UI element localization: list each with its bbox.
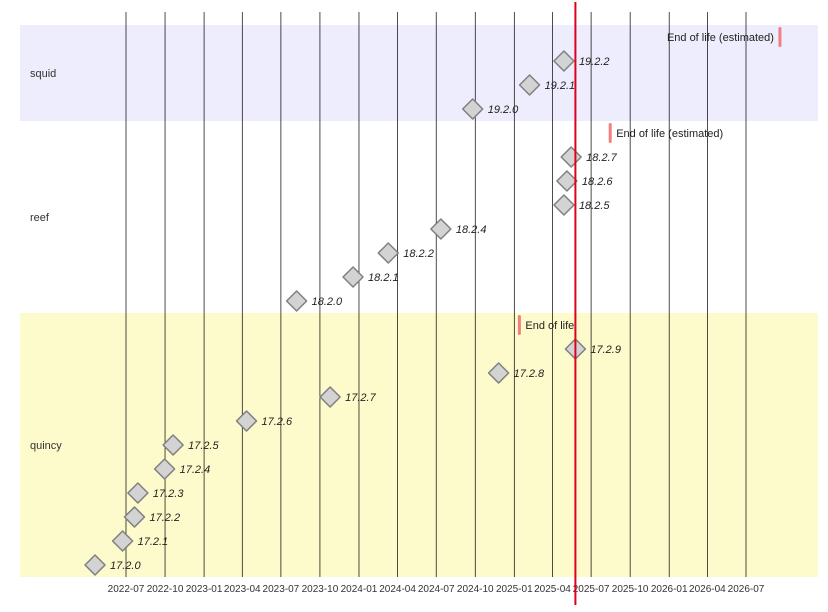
release-label-17-2-6: 17.2.6 bbox=[262, 416, 293, 428]
x-tick-2024-01: 2024-01 bbox=[341, 584, 378, 595]
gridlines bbox=[125, 12, 747, 577]
release-label-17-2-5: 17.2.5 bbox=[188, 440, 219, 452]
release-label-18-2-0: 18.2.0 bbox=[312, 296, 343, 308]
x-tick-labels: 2022-07 2022-10 2023-01 2023-04 2023-07 2023-… bbox=[108, 584, 765, 595]
release-marker-17-2-4 bbox=[153, 458, 176, 480]
x-tick-2026-01: 2026-01 bbox=[651, 584, 688, 595]
eol-label-quincy: End of life bbox=[525, 320, 574, 332]
group-band-reef bbox=[20, 121, 818, 313]
end-of-life-markers: End of life (estimated) End of life (esti… bbox=[517, 27, 782, 335]
release-label-18-2-7: 18.2.7 bbox=[586, 152, 617, 164]
release-label-17-2-0: 17.2.0 bbox=[110, 560, 141, 572]
release-label-18-2-1: 18.2.1 bbox=[368, 272, 399, 284]
release-markers: 19.2.219.2.1 19.2.0 18.2.7 18.2.6 18.2.5 18.2… bbox=[84, 50, 621, 576]
eol-label-squid: End of life (estimated) bbox=[667, 32, 774, 44]
group-labels: squid reef quincy bbox=[30, 68, 62, 452]
x-tick-2022-07: 2022-07 bbox=[108, 584, 145, 595]
eol-marker-quincy bbox=[517, 315, 521, 335]
group-label-quincy: quincy bbox=[30, 440, 62, 452]
release-label-17-2-4: 17.2.4 bbox=[180, 464, 211, 476]
release-label-18-2-2: 18.2.2 bbox=[403, 248, 434, 260]
x-tick-2023-01: 2023-01 bbox=[186, 584, 223, 595]
release-marker-17-2-3 bbox=[127, 482, 149, 504]
release-marker-18-2-5 bbox=[553, 194, 575, 216]
release-label-17-2-8: 17.2.8 bbox=[514, 368, 545, 380]
eol-marker-reef bbox=[608, 123, 612, 143]
release-marker-18-2-7 bbox=[560, 146, 582, 168]
release-marker-17-2-7 bbox=[319, 386, 341, 408]
release-label-19-2-1: 19.2.1 bbox=[545, 80, 576, 92]
release-label-19-2-2: 19.2.2 bbox=[579, 56, 610, 68]
eol-marker-squid bbox=[778, 27, 782, 47]
release-label-17-2-2: 17.2.2 bbox=[149, 512, 180, 524]
release-marker-17-2-8 bbox=[487, 362, 510, 384]
release-marker-17-2-2 bbox=[123, 506, 146, 528]
x-tick-2026-04: 2026-04 bbox=[689, 584, 726, 595]
release-marker-19-2-0 bbox=[461, 98, 484, 120]
release-marker-18-2-2 bbox=[377, 242, 400, 264]
x-tick-2023-10: 2023-10 bbox=[302, 584, 339, 595]
release-label-17-2-9: 17.2.9 bbox=[590, 344, 621, 356]
release-label-17-2-7: 17.2.7 bbox=[345, 392, 376, 404]
x-tick-2024-10: 2024-10 bbox=[457, 584, 494, 595]
release-marker-19-2-2 bbox=[553, 50, 575, 72]
release-label-17-2-1: 17.2.1 bbox=[138, 536, 169, 548]
release-label-18-2-4: 18.2.4 bbox=[456, 224, 487, 236]
release-marker-17-2-5 bbox=[162, 434, 184, 456]
x-tick-2024-07: 2024-07 bbox=[418, 584, 455, 595]
x-tick-2025-04: 2025-04 bbox=[534, 584, 571, 595]
group-label-reef: reef bbox=[30, 212, 50, 224]
release-label-18-2-6: 18.2.6 bbox=[582, 176, 613, 188]
group-label-squid: squid bbox=[30, 68, 56, 80]
release-label-19-2-0: 19.2.0 bbox=[488, 104, 519, 116]
release-marker-18-2-6 bbox=[556, 170, 578, 192]
release-marker-17-2-0 bbox=[84, 554, 106, 576]
release-marker-17-2-1 bbox=[111, 530, 134, 552]
eol-label-reef: End of life (estimated) bbox=[616, 128, 723, 140]
x-tick-2023-07: 2023-07 bbox=[263, 584, 300, 595]
release-marker-18-2-4 bbox=[430, 218, 452, 240]
group-band-quincy bbox=[20, 313, 818, 577]
group-bands bbox=[20, 25, 818, 577]
x-tick-2025-07: 2025-07 bbox=[573, 584, 610, 595]
x-tick-2025-01: 2025-01 bbox=[496, 584, 533, 595]
x-tick-2022-10: 2022-10 bbox=[147, 584, 184, 595]
release-marker-18-2-1 bbox=[342, 266, 364, 288]
release-marker-19-2-1 bbox=[518, 74, 541, 96]
release-marker-17-2-6 bbox=[235, 410, 258, 432]
x-tick-2024-04: 2024-04 bbox=[379, 584, 416, 595]
group-band-squid bbox=[20, 25, 818, 121]
release-label-18-2-5: 18.2.5 bbox=[579, 200, 610, 212]
x-tick-2025-10: 2025-10 bbox=[612, 584, 649, 595]
release-marker-18-2-0 bbox=[285, 290, 308, 312]
release-label-17-2-3: 17.2.3 bbox=[153, 488, 184, 500]
x-tick-2026-07: 2026-07 bbox=[728, 584, 765, 595]
x-tick-2023-04: 2023-04 bbox=[224, 584, 261, 595]
